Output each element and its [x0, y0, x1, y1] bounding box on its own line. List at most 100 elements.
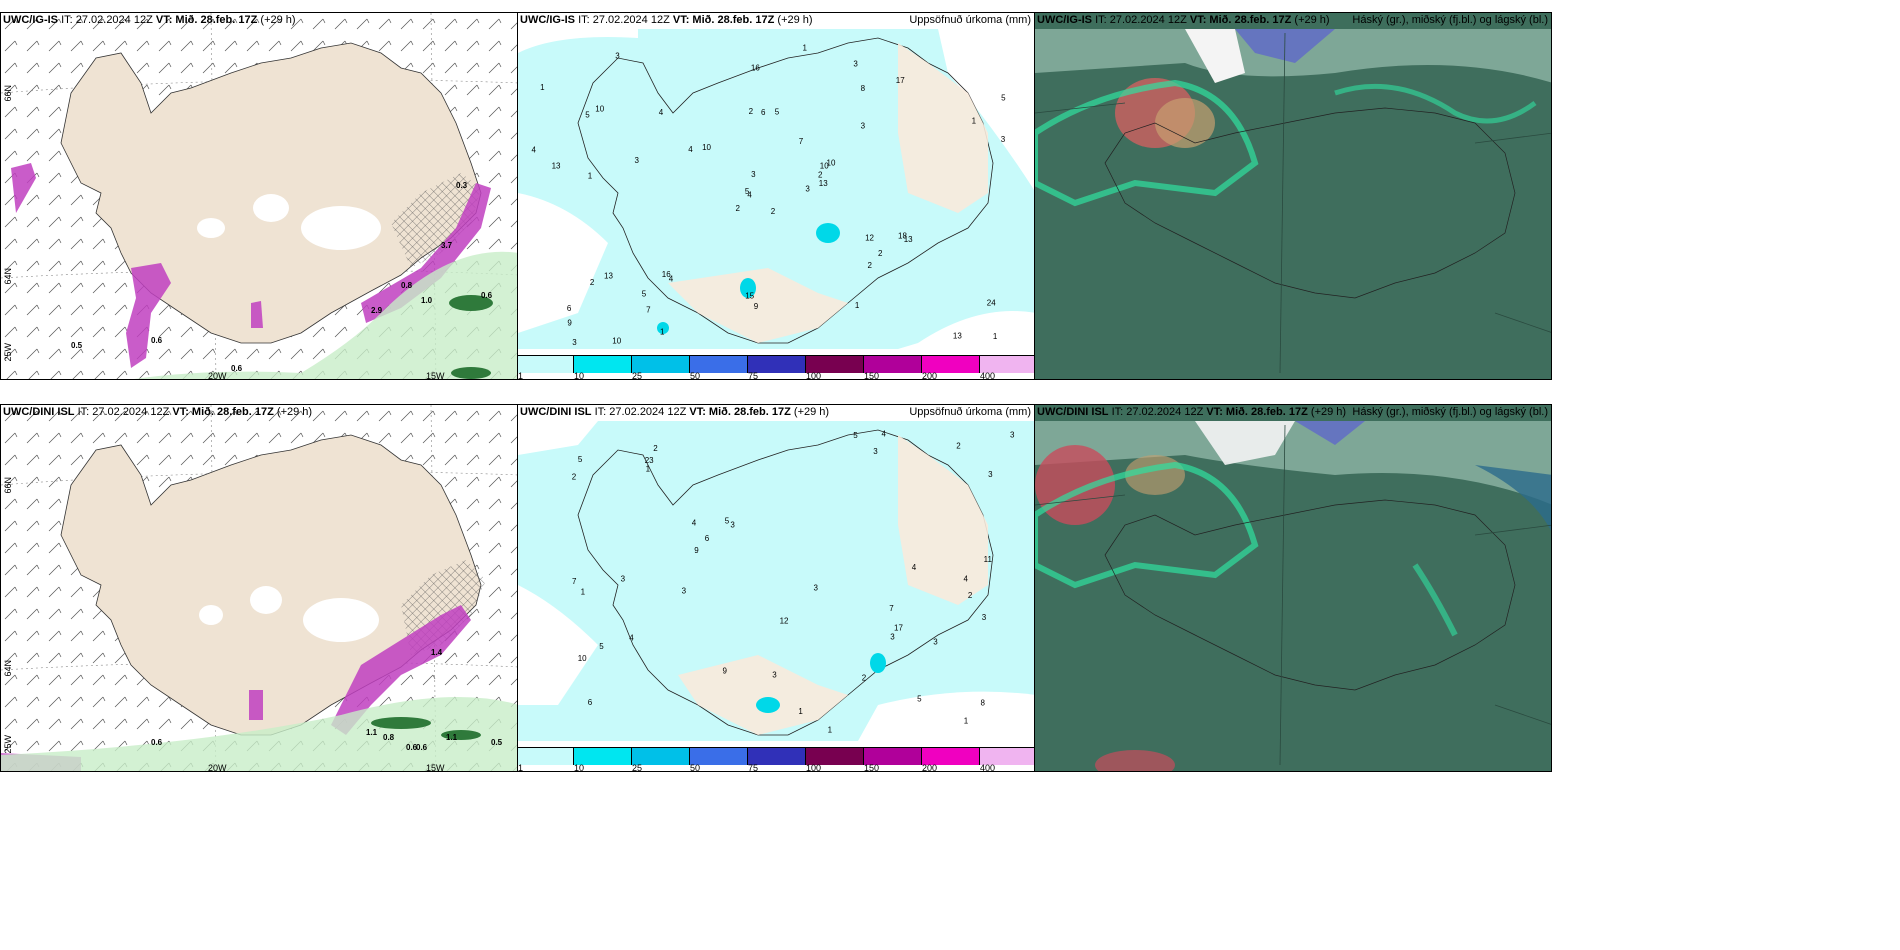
panel-header: UWC/IG-IS IT: 27.02.2024 12Z VT: Mið. 28… — [1037, 14, 1330, 26]
value-label: 2 — [968, 591, 973, 600]
cloud-map — [1035, 421, 1551, 771]
value-label: 0.5 — [491, 738, 503, 747]
value-label: 1 — [855, 301, 860, 310]
colorbar-segment — [864, 356, 922, 373]
colorbar-segment — [518, 748, 574, 765]
value-label: 9 — [723, 667, 728, 676]
value-label: 3 — [861, 122, 866, 131]
value-label: 9 — [754, 302, 759, 311]
value-label: 10 — [595, 104, 604, 113]
value-label: 13 — [904, 235, 913, 244]
valid-label: VT: — [172, 406, 189, 418]
colorbar-tick-label: 100 — [806, 371, 822, 380]
value-label: 10 — [827, 159, 836, 168]
colorbar-segment — [980, 748, 1034, 765]
value-label: 3 — [615, 51, 620, 60]
value-label: 16 — [662, 270, 671, 279]
lead-time: (+29 h) — [260, 14, 296, 26]
value-label: 3 — [635, 156, 640, 165]
value-label: 10 — [612, 337, 621, 346]
map-panel-top-middle: 2 5 4 6 10 4 3 5 8 3 3 1 1 5 2 3 10 2 7 13 10 9 7 6 10 13 10 16 13 12… — [517, 12, 1035, 380]
valid-label: VT: — [1206, 406, 1223, 418]
value-label: 3 — [1001, 135, 1006, 144]
value-label: 1 — [993, 332, 998, 341]
init-time: IT: 27.02.2024 12Z — [594, 406, 687, 418]
colorbar-segment — [690, 356, 748, 373]
value-label: 2 — [749, 107, 754, 116]
value-label: 5 — [725, 517, 730, 526]
lead-time: (+29 h) — [777, 14, 813, 26]
value-label: 4 — [688, 145, 693, 154]
valid-label: VT: — [1189, 14, 1207, 26]
colorbar-segment — [980, 356, 1034, 373]
lead-time: (+29 h) — [1294, 14, 1330, 26]
map-panel-top-left: UWC/IG-IS IT: 27.02.2024 12Z VT: Mið. 28… — [0, 12, 518, 380]
value-label: 3 — [682, 587, 687, 596]
model-name: UWC/DINI ISL — [3, 406, 75, 418]
value-label: 16 — [751, 64, 760, 73]
colorbar-tick-label: 10 — [574, 371, 585, 380]
value-label: 2 — [572, 473, 577, 482]
colorbar-tick-label: 50 — [690, 763, 701, 772]
colorbar-tick-label: 400 — [980, 763, 996, 772]
value-label: 5 — [917, 695, 922, 704]
colorbar-tick-label: 100 — [806, 763, 822, 772]
value-label: 5 — [642, 289, 647, 298]
value-label: 4 — [964, 575, 969, 584]
colorbar-segment — [574, 356, 632, 373]
value-label: 3 — [572, 338, 577, 347]
value-label: 1.1 — [446, 733, 458, 742]
colorbar-tick-labels: 1 10 25 50 75 100 150 200 400 — [518, 371, 1034, 380]
value-label: 4 — [659, 108, 664, 117]
value-label: 3 — [621, 575, 626, 584]
colorbar-segment — [806, 748, 864, 765]
value-label: 3 — [814, 584, 819, 593]
precip-map — [518, 421, 1034, 741]
value-label: 7 — [646, 306, 651, 315]
colorbar-segment — [922, 356, 980, 373]
value-label: 3 — [890, 633, 895, 642]
map-panel-top-right: UWC/IG-IS IT: 27.02.2024 12Z VT: Mið. 28… — [1034, 12, 1552, 380]
value-label: 10 — [702, 143, 711, 152]
value-label: 13 — [604, 272, 613, 281]
value-label: 2 — [736, 204, 741, 213]
value-label: 0.3 — [456, 181, 468, 190]
valid-label: VT: — [672, 14, 690, 26]
value-label: 3 — [873, 447, 878, 456]
value-label: 0.6 — [151, 336, 163, 345]
valid-time: Mið. 28.feb. 17Z — [1225, 406, 1308, 418]
value-label: 3 — [730, 520, 735, 529]
value-label: 1 — [798, 707, 803, 716]
value-label: 1 — [660, 328, 665, 337]
colorbar-segment — [518, 356, 574, 373]
colorbar-segment — [748, 748, 806, 765]
panel-header: UWC/IG-IS IT: 27.02.2024 12Z VT: Mið. 28… — [520, 14, 813, 26]
value-label: 1.1 — [366, 728, 378, 737]
value-label: 6 — [567, 304, 572, 313]
value-label: 4 — [882, 430, 887, 439]
colorbar-tick-label: 75 — [748, 371, 759, 380]
precip-colorbar — [518, 355, 1034, 374]
value-label: 2 — [878, 249, 883, 258]
value-label: 8 — [861, 84, 866, 93]
value-label: 3 — [988, 470, 993, 479]
colorbar-tick-label: 25 — [632, 371, 643, 380]
value-label: 2 — [590, 278, 595, 287]
field-title: Háský (gr.), miðský (fj.bl.) og lágský (… — [1352, 406, 1548, 418]
model-name: UWC/IG-IS — [1037, 14, 1092, 26]
value-label: 4 — [669, 274, 674, 283]
colorbar-tick-label: 200 — [922, 371, 938, 380]
value-label: 5 — [585, 110, 590, 119]
colorbar-tick-labels: 1 10 25 50 75 100 150 200 400 — [518, 763, 1034, 772]
value-label: 7 — [799, 137, 804, 146]
value-label: 1 — [964, 717, 969, 726]
colorbar-tick-label: 400 — [980, 371, 996, 380]
init-time: IT: 27.02.2024 12Z — [61, 14, 153, 26]
valid-label: VT: — [155, 14, 173, 26]
value-label: 4 — [747, 190, 752, 199]
init-time: IT: 27.02.2024 12Z — [578, 14, 670, 26]
value-label: 1 — [828, 725, 833, 734]
valid-time: Mið. 28.feb. 17Z — [708, 406, 791, 418]
value-label: 3.7 — [441, 241, 453, 250]
value-label: 1.0 — [421, 296, 433, 305]
